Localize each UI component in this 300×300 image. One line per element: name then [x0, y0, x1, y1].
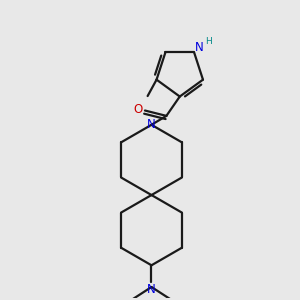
Text: N: N	[146, 118, 155, 131]
Text: N: N	[195, 40, 204, 53]
Text: N: N	[147, 283, 156, 296]
Text: O: O	[134, 103, 143, 116]
Text: H: H	[205, 37, 212, 46]
